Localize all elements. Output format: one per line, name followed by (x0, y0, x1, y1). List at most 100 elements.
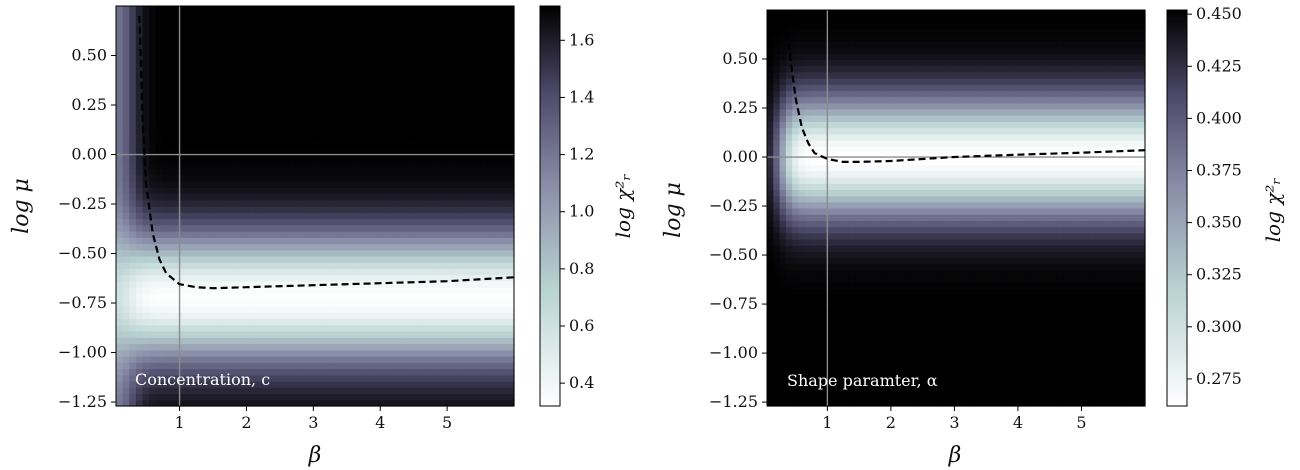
heatmap-cell (328, 256, 336, 263)
heatmap-cell (441, 368, 449, 376)
heatmap-cell (228, 268, 236, 276)
heatmap-cell (500, 231, 508, 238)
heatmap-cell (767, 170, 774, 178)
heatmap-cell (494, 206, 502, 213)
heatmap-cell (162, 312, 170, 320)
heatmap-cell (188, 262, 197, 270)
heatmap-cell (861, 282, 869, 290)
heatmap-cell (142, 74, 150, 82)
heatmap-cell (129, 43, 137, 51)
heatmap-cell (222, 124, 230, 132)
heatmap-cell (208, 99, 217, 107)
heatmap-cell (848, 245, 856, 252)
heatmap-cell (785, 164, 793, 172)
heatmap-cell (129, 206, 137, 213)
heatmap-cell (368, 81, 376, 88)
heatmap-cell (804, 59, 812, 67)
heatmap-cell (842, 362, 850, 370)
heatmap-cell (275, 393, 283, 401)
heatmap-cell (817, 78, 825, 85)
heatmap-cell (261, 143, 270, 151)
heatmap-cell (248, 387, 256, 395)
heatmap-cell (848, 127, 856, 135)
heatmap-cell (407, 118, 416, 126)
heatmap-cell (188, 374, 197, 382)
heatmap-cell (811, 84, 818, 92)
heatmap-cell (275, 68, 283, 76)
heatmap-cell (811, 47, 818, 54)
heatmap-cell (188, 268, 197, 276)
heatmap-cell (387, 393, 396, 401)
heatmap-cell (248, 143, 256, 151)
heatmap-cell (387, 218, 396, 226)
heatmap-cell (474, 81, 482, 88)
heatmap-cell (281, 87, 290, 95)
heatmap-cell (407, 12, 416, 20)
heatmap-cell (334, 349, 343, 357)
heatmap-cell (773, 331, 781, 339)
heatmap-cell (149, 74, 157, 82)
heatmap-cell (348, 387, 356, 395)
heatmap-cell (169, 87, 177, 95)
heatmap-cell (480, 399, 489, 407)
heatmap-cell (427, 56, 435, 63)
heatmap-cell (155, 193, 164, 201)
heatmap-cell (202, 43, 210, 51)
heatmap-cell (427, 256, 435, 263)
heatmap-cell (773, 109, 781, 116)
heatmap-cell (116, 93, 124, 101)
heatmap-cell (116, 256, 124, 263)
heatmap-cell (830, 387, 837, 395)
heatmap-cell (474, 349, 482, 357)
heatmap-cell (427, 6, 435, 13)
heatmap-cell (447, 6, 455, 13)
heatmap-cell (441, 243, 449, 251)
heatmap-cell (334, 149, 343, 157)
heatmap-cell (142, 37, 150, 45)
heatmap-cell (811, 170, 818, 178)
heatmap-cell (401, 281, 409, 288)
heatmap-cell (494, 137, 502, 145)
heatmap-cell (228, 218, 236, 226)
heatmap-cell (407, 6, 416, 13)
heatmap-cell (188, 349, 197, 357)
heatmap-cell (208, 274, 217, 282)
heatmap-cell (792, 399, 800, 407)
heatmap-cell (855, 177, 863, 184)
heatmap-cell (135, 274, 144, 282)
heatmap-cell (811, 214, 818, 221)
heatmap-cell (301, 18, 309, 26)
heatmap-cell (830, 226, 837, 234)
heatmap-cell (811, 257, 818, 265)
heatmap-cell (315, 312, 323, 320)
heatmap-cell (248, 381, 256, 388)
heatmap-cell (361, 256, 369, 263)
heatmap-cell (255, 87, 263, 95)
heatmap-cell (848, 226, 856, 234)
heatmap-cell (507, 318, 515, 326)
heatmap-cell (135, 12, 144, 20)
heatmap-cell (222, 231, 230, 238)
heatmap-cell (275, 93, 283, 101)
heatmap-cell (308, 218, 316, 226)
heatmap-cell (474, 181, 482, 188)
heatmap-cell (308, 337, 316, 345)
heatmap-cell (162, 49, 170, 57)
heatmap-cell (387, 43, 396, 51)
heatmap-cell (228, 131, 236, 138)
heatmap-cell (182, 312, 190, 320)
heatmap-cell (275, 224, 283, 232)
y-tick-label: −1.25 (58, 392, 107, 411)
heatmap-cell (308, 106, 316, 113)
heatmap-cell (861, 189, 869, 197)
heatmap-cell (441, 306, 449, 313)
heatmap-cell (208, 18, 217, 26)
heatmap-cell (381, 349, 389, 357)
heatmap-cell (222, 399, 230, 407)
heatmap-cell (487, 74, 495, 82)
heatmap-cell (817, 109, 825, 116)
heatmap-cell (122, 43, 130, 51)
heatmap-cell (441, 87, 449, 95)
heatmap-cell (208, 149, 217, 157)
heatmap-cell (434, 81, 442, 88)
